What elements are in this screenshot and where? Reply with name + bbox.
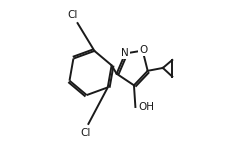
Text: Cl: Cl [67, 10, 78, 20]
Text: OH: OH [138, 102, 154, 112]
Text: Cl: Cl [80, 128, 91, 138]
Text: N: N [121, 48, 129, 59]
Text: O: O [139, 45, 147, 55]
